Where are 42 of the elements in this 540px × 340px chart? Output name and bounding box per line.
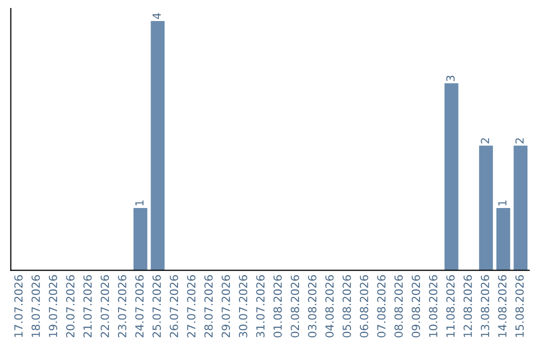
x-tick-label: 02.08.2026 (290, 275, 300, 338)
data-label: 4 (152, 13, 161, 20)
bar (444, 83, 458, 270)
x-tick-label: 26.07.2026 (170, 275, 178, 338)
x-tick-label: 06.08.2026 (360, 275, 368, 338)
x-tick-label: 11.08.2026 (446, 275, 455, 337)
x-tick-label: 25.07.2026 (152, 275, 161, 338)
x-tick-label: 05.08.2026 (342, 275, 351, 338)
x-tick-label: 15.08.2026 (515, 275, 524, 337)
bar (150, 20, 165, 270)
x-tick-label: 04.08.2026 (325, 275, 334, 338)
x-tick-label: 22.07.2026 (100, 275, 110, 338)
data-label: 1 (498, 200, 506, 206)
x-tick-label: 19.07.2026 (48, 275, 58, 337)
x-tick-label: 20.07.2026 (66, 275, 75, 338)
x-tick-label: 18.07.2026 (32, 275, 40, 337)
x-tick-label: 27.07.2026 (187, 275, 196, 338)
bar (496, 208, 510, 270)
x-tick-label: 28.07.2026 (204, 275, 213, 338)
x-tick-label: 24.07.2026 (135, 275, 144, 338)
x-tick-label: 09.08.2026 (412, 275, 420, 338)
x-tick-label: 31.07.2026 (256, 275, 265, 338)
x-tick-label: 23.07.2026 (118, 275, 126, 338)
data-label: 1 (135, 200, 144, 206)
bar (479, 146, 493, 270)
x-tick-label: 08.08.2026 (394, 275, 403, 338)
bar (514, 146, 528, 270)
x-tick-label: 29.07.2026 (222, 275, 230, 338)
x-tick-label: 17.07.2026 (14, 275, 23, 337)
x-tick-label: 21.07.2026 (83, 275, 92, 338)
data-label: 2 (515, 138, 524, 144)
x-tick-label: 30.07.2026 (238, 275, 248, 338)
x-tick-label: 07.08.2026 (377, 275, 386, 338)
x-tick-label: 13.08.2026 (480, 275, 490, 337)
data-label: 3 (446, 76, 455, 82)
x-tick-label: 03.08.2026 (308, 275, 316, 338)
x-tick-label: 12.08.2026 (464, 275, 472, 337)
x-tick-label: 14.08.2026 (498, 275, 507, 337)
data-label: 2 (480, 138, 490, 144)
bar (133, 208, 148, 270)
x-tick-label: 10.08.2026 (428, 275, 438, 337)
x-tick-label: 01.08.2026 (273, 275, 282, 338)
